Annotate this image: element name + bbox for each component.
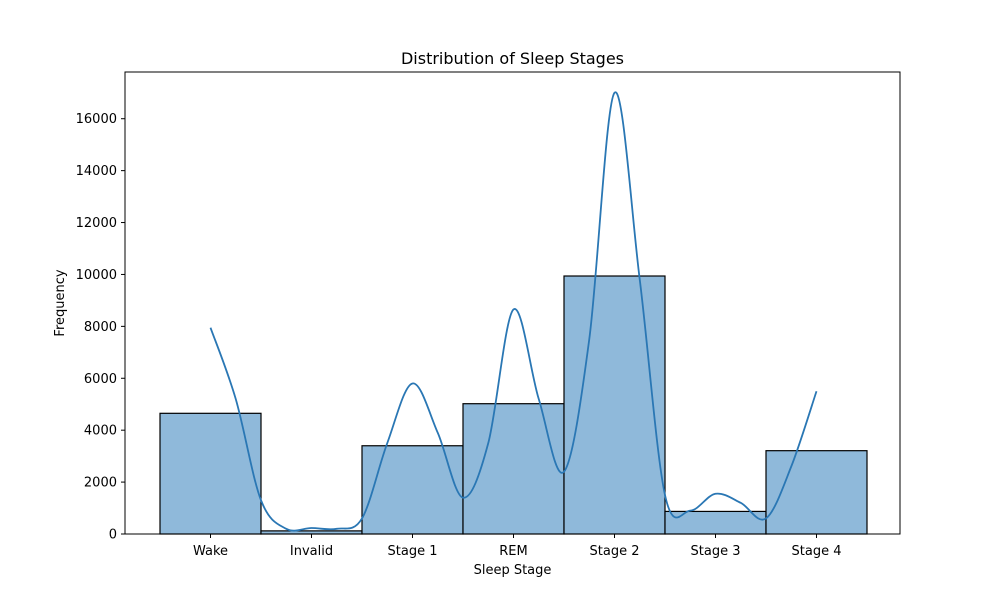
y-tick-label: 10000 — [76, 268, 117, 283]
x-axis: Wake Invalid Stage 1 REM Stage 2 Stage 3 Stage… — [193, 534, 842, 559]
chart-title: Distribution of Sleep Stages — [401, 49, 624, 68]
y-tick-label: 2000 — [84, 476, 117, 491]
bar-stage-1 — [361, 445, 464, 535]
x-tick-label: REM — [499, 544, 527, 559]
x-tick-label: Invalid — [290, 544, 333, 559]
kde-layer — [209, 91, 818, 532]
x-tick-label: Stage 3 — [691, 544, 741, 559]
bar-stage-4 — [765, 450, 868, 535]
y-tick-label: 0 — [109, 528, 117, 543]
y-tick-label: 8000 — [84, 320, 117, 335]
y-tick-label: 14000 — [76, 164, 117, 179]
x-axis-label: Sleep Stage — [474, 563, 552, 578]
x-tick-label: Stage 4 — [792, 544, 842, 559]
y-axis-label: Frequency — [53, 269, 68, 336]
y-tick-label: 6000 — [84, 372, 117, 387]
y-axis: 0 2000 4000 6000 8000 10000 12000 14000 16000 — [76, 112, 125, 543]
plot-frame — [124, 71, 901, 535]
bar-stage-3 — [664, 510, 767, 535]
x-tick-label: Stage 1 — [388, 544, 438, 559]
bar-wake — [159, 412, 262, 535]
y-tick-label: 12000 — [76, 216, 117, 231]
x-tick-label: Wake — [193, 544, 228, 559]
y-tick-label: 16000 — [76, 112, 117, 127]
y-tick-label: 4000 — [84, 424, 117, 439]
kde-curve — [209, 91, 818, 532]
bar-rem — [462, 403, 565, 535]
x-tick-label: Stage 2 — [590, 544, 640, 559]
